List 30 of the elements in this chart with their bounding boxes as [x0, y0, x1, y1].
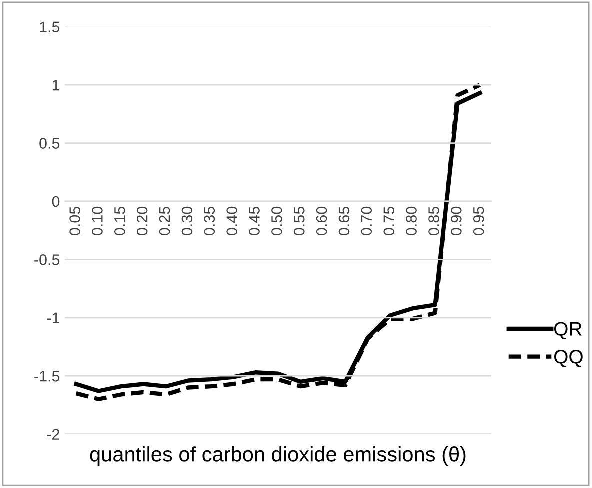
x-tick-label: 0.30	[182, 206, 193, 236]
x-tick-label: 0.95	[473, 206, 484, 236]
y-tick-label: 1	[52, 80, 60, 91]
x-tick-label: 0.45	[249, 206, 260, 236]
x-tick-label: 0.05	[70, 206, 80, 236]
y-tick-label: -1	[47, 312, 60, 324]
x-tick-label: 0.85	[428, 206, 440, 236]
x-tick-label: 0.90	[450, 206, 462, 236]
x-tick-label: 0.25	[159, 206, 170, 236]
y-tick-label: -0.5	[34, 254, 60, 266]
x-tick-label: 0.20	[136, 206, 148, 236]
legend-label: QQ	[554, 350, 583, 368]
x-tick-label: 0.80	[406, 206, 417, 236]
y-tick-label: 0	[52, 196, 60, 208]
x-tick-label: 0.40	[226, 206, 238, 236]
x-tick-label: 0.70	[361, 206, 372, 236]
legend-label: QR	[554, 322, 582, 340]
x-tick-label: 0.10	[92, 206, 103, 236]
x-tick-label: 0.35	[204, 206, 216, 236]
y-tick-label: 1.5	[40, 22, 60, 33]
y-tick-label: 0.5	[40, 138, 60, 149]
x-tick-label: 0.15	[114, 206, 126, 236]
x-tick-label: 0.50	[272, 206, 282, 236]
x-axis-title: quantiles of carbon dioxide emissions (θ)	[90, 446, 466, 466]
x-tick-label: 0.75	[384, 206, 395, 236]
x-tick-label: 0.55	[294, 206, 305, 236]
y-tick-label: -1.5	[34, 371, 60, 382]
x-tick-label: 0.60	[316, 206, 328, 236]
y-tick-label: -2	[47, 429, 60, 440]
x-tick-label: 0.65	[338, 206, 350, 236]
